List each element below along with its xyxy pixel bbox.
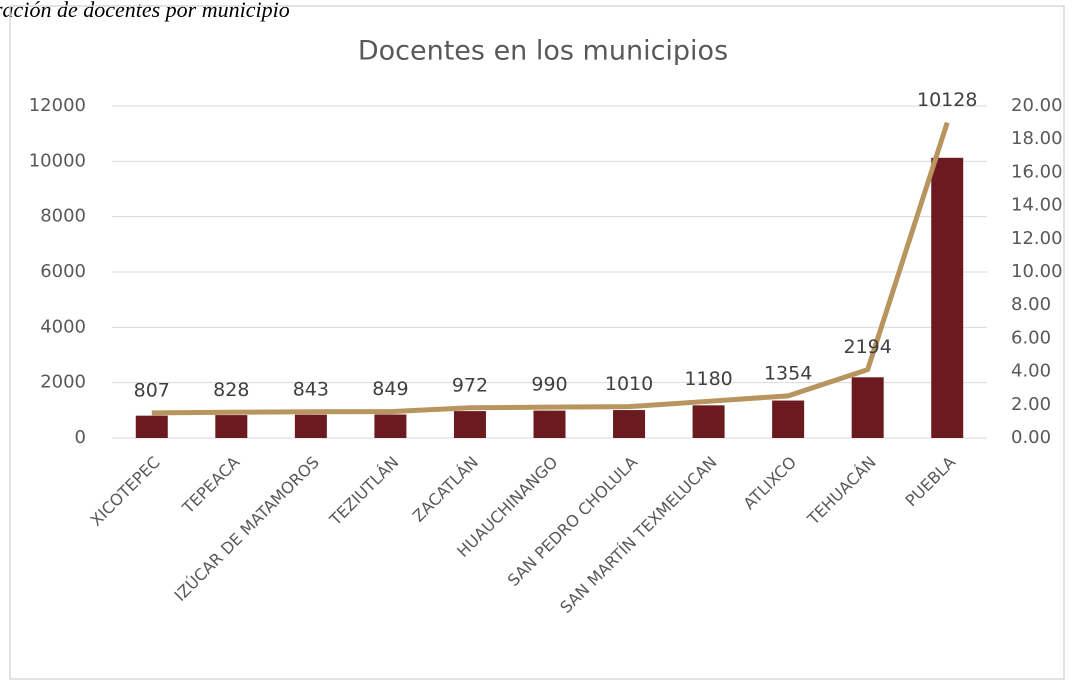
data-label: 990 xyxy=(531,374,567,396)
y-tick-label: 12000 xyxy=(29,95,86,116)
y2-tick-label: 8.00 xyxy=(1011,294,1051,315)
y2-tick-label: 12.00 xyxy=(1011,228,1063,249)
x-tick-label: IZÚCAR DE MATAMOROS xyxy=(171,453,323,605)
data-label: 849 xyxy=(372,378,408,400)
y2-tick-label: 18.00 xyxy=(1011,128,1063,149)
y-tick-label: 8000 xyxy=(40,206,86,227)
bar xyxy=(772,400,805,438)
data-label: 828 xyxy=(213,379,249,401)
y2-tick-label: 4.00 xyxy=(1011,361,1051,382)
bar xyxy=(135,415,168,438)
y-tick-label: 2000 xyxy=(40,372,86,393)
y2-tick-label: 16.00 xyxy=(1011,161,1063,182)
data-label: 843 xyxy=(293,378,329,400)
data-label: 10128 xyxy=(917,89,977,111)
bar xyxy=(533,410,566,438)
bar xyxy=(294,414,327,438)
y-tick-label: 6000 xyxy=(40,261,86,282)
data-label: 1354 xyxy=(764,362,812,384)
x-tick-label: TEPEACA xyxy=(178,453,243,518)
data-label: 2194 xyxy=(844,336,892,358)
y2-tick-label: 20.00 xyxy=(1011,95,1063,116)
x-tick-label: ZACATLÁN xyxy=(409,453,482,526)
x-tick-label: PUEBLA xyxy=(901,453,959,511)
bar xyxy=(931,157,964,439)
y2-tick-label: 0.00 xyxy=(1011,427,1051,448)
bar xyxy=(453,411,486,438)
y2-tick-label: 14.00 xyxy=(1011,195,1063,216)
x-tick-label: SAN MARTÍN TEXMELUCAN xyxy=(556,453,720,617)
x-tick-label: TEZIUTLÁN xyxy=(325,453,402,530)
data-label: 1010 xyxy=(605,373,653,395)
y2-tick-label: 6.00 xyxy=(1011,327,1051,348)
line xyxy=(151,121,950,416)
x-tick-label: XICOTEPEC xyxy=(87,453,164,530)
data-label: 1180 xyxy=(684,368,732,390)
x-tick-label: SAN PEDRO CHOLULA xyxy=(504,453,641,590)
bar xyxy=(613,410,646,438)
caption: ración de docentes por municipio xyxy=(0,0,290,22)
y-tick-label: 10000 xyxy=(29,150,86,171)
data-label: 972 xyxy=(452,374,488,396)
bar xyxy=(692,405,725,438)
bar xyxy=(215,415,248,438)
chart-frame xyxy=(9,5,1065,680)
data-label: 807 xyxy=(134,379,170,401)
x-tick-label: ATLIXCO xyxy=(740,453,801,514)
bar xyxy=(374,414,407,438)
x-tick-label: TEHUACÁN xyxy=(803,453,880,530)
y-tick-label: 4000 xyxy=(40,316,86,337)
bar xyxy=(851,377,884,438)
y2-tick-label: 2.00 xyxy=(1011,394,1051,415)
y2-tick-label: 10.00 xyxy=(1011,261,1063,282)
y-tick-label: 0 xyxy=(75,427,86,448)
chart-title: Docentes en los municipios xyxy=(358,36,728,67)
